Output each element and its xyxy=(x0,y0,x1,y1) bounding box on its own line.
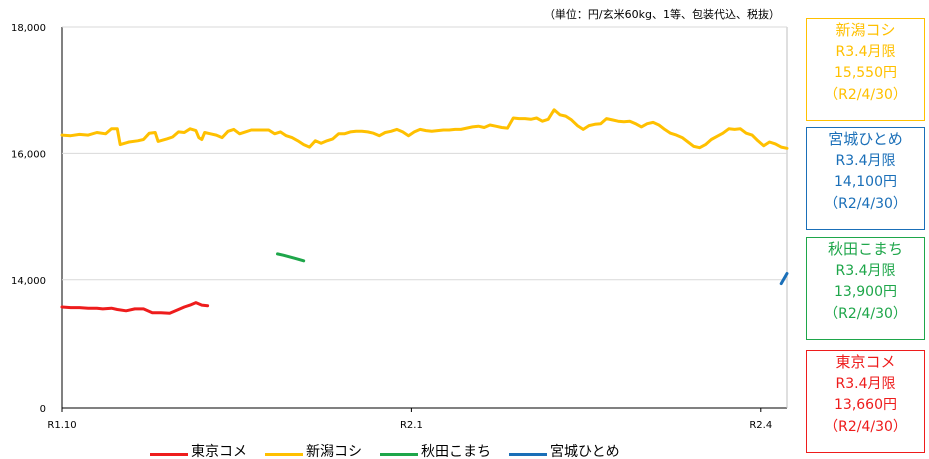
series-lines xyxy=(60,108,789,315)
price-box-date: （R2/4/30） xyxy=(824,305,907,322)
x-tick-label: R1.10 xyxy=(47,420,76,431)
legend-swatch-niigata-koshi xyxy=(265,453,303,456)
series-line-0 xyxy=(60,108,789,150)
legend-swatch-tokyo-kome xyxy=(150,453,188,456)
legend-swatch-miyagi-hitome xyxy=(509,453,547,456)
series-line-1 xyxy=(60,301,210,315)
legend-label-tokyo-kome: 東京コメ xyxy=(191,444,247,459)
price-box-grade: R3.4月限 xyxy=(835,43,896,60)
price-box-akita-komachi: 秋田こまち R3.4月限 13,900円 （R2/4/30） xyxy=(806,237,925,340)
legend-item-miyagi-hitome: 宮城ひとめ xyxy=(509,441,620,459)
price-box-price: 13,660円 xyxy=(834,397,897,413)
legend-item-niigata-koshi: 新潟コシ xyxy=(265,441,362,459)
gridlines xyxy=(62,26,787,281)
price-box-price: 15,550円 xyxy=(834,65,897,81)
price-box-price: 14,100円 xyxy=(834,174,897,190)
price-box-miyagi-hitome: 宮城ひとめ R3.4月限 14,100円 （R2/4/30） xyxy=(806,127,925,230)
legend-label-miyagi-hitome: 宮城ひとめ xyxy=(550,444,620,459)
legend-label-akita-komachi: 秋田こまち xyxy=(421,444,491,459)
y-tick-label: 14,000 xyxy=(11,276,46,287)
price-box-grade: R3.4月限 xyxy=(835,375,896,392)
price-box-name: 新潟コシ xyxy=(835,21,896,39)
price-box-date: （R2/4/30） xyxy=(824,195,907,212)
chart-axes xyxy=(61,26,788,409)
series-line-2 xyxy=(276,252,306,263)
price-box-tokyo-kome: 東京コメ R3.4月限 13,660円 （R2/4/30） xyxy=(806,350,925,453)
x-tick-label: R2.4 xyxy=(749,420,772,431)
legend-item-akita-komachi: 秋田こまち xyxy=(380,441,491,459)
unit-note: （単位：円/玄米60kg、1等、包装代込、税抜） xyxy=(543,8,780,21)
series-line-3 xyxy=(779,272,789,286)
price-box-name: 東京コメ xyxy=(835,353,896,371)
y-tick-label: 0 xyxy=(40,404,46,415)
x-tick-labels: R1.10 R2.1 R2.4 xyxy=(47,408,772,431)
price-box-date: （R2/4/30） xyxy=(824,86,907,103)
price-box-niigata-koshi: 新潟コシ R3.4月限 15,550円 （R2/4/30） xyxy=(806,18,925,121)
y-tick-labels: 0 14,000 16,000 18,000 xyxy=(11,23,46,415)
price-box-price: 13,900円 xyxy=(834,284,897,300)
x-tick-label: R2.1 xyxy=(400,420,423,431)
legend-item-tokyo-kome: 東京コメ xyxy=(150,441,247,459)
price-box-name: 宮城ひとめ xyxy=(828,130,903,148)
price-box-name: 秋田こまち xyxy=(827,240,903,258)
price-box-date: （R2/4/30） xyxy=(824,418,907,435)
chart-legend: 東京コメ 新潟コシ 秋田こまち 宮城ひとめ xyxy=(150,441,620,459)
legend-label-niigata-koshi: 新潟コシ xyxy=(306,444,362,459)
price-box-grade: R3.4月限 xyxy=(835,152,896,169)
legend-swatch-akita-komachi xyxy=(380,453,418,456)
y-tick-label: 16,000 xyxy=(11,149,46,160)
y-tick-label: 18,000 xyxy=(11,23,46,34)
price-box-grade: R3.4月限 xyxy=(835,262,896,279)
